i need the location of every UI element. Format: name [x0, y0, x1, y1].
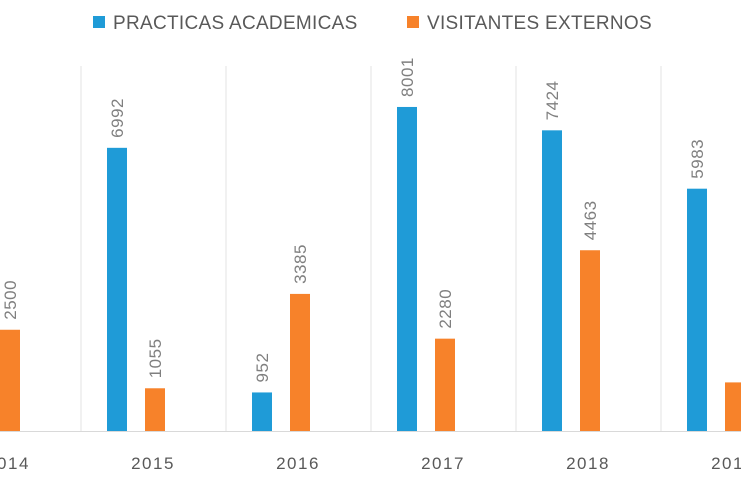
legend-swatch-visitantes: [407, 16, 419, 28]
x-tick-label: 2014: [0, 454, 30, 473]
legend-label-visitantes: VISITANTES EXTERNOS: [427, 13, 652, 34]
bars: [0, 106, 741, 431]
data-labels: 2500 6992 1055 952 3385 8001 2280 7424 4463 5983: [1, 57, 707, 382]
bar-visitantes-externos: [580, 250, 600, 431]
bar-visitantes-externos: [290, 293, 310, 431]
data-label: 2280: [436, 289, 455, 329]
data-label: 952: [253, 353, 272, 383]
bar-visitantes-externos: [145, 388, 165, 431]
bar-practicas-academicas: [687, 188, 707, 431]
x-tick-label: 2016: [276, 454, 320, 473]
data-label: 5983: [688, 139, 707, 179]
bar-visitantes-externos: [435, 338, 455, 431]
data-label: 4463: [581, 200, 600, 240]
x-tick-label: 2019: [711, 454, 741, 473]
legend: PRACTICAS ACADEMICAS VISITANTES EXTERNOS: [93, 13, 652, 34]
bar-practicas-academicas: [542, 130, 562, 431]
data-label: 1055: [146, 338, 165, 378]
bar-practicas-academicas: [397, 106, 417, 431]
data-label: 6992: [108, 98, 127, 138]
data-label: 2500: [1, 280, 20, 320]
data-label: 7424: [543, 80, 562, 120]
data-label: 8001: [398, 57, 417, 97]
legend-label-practicas: PRACTICAS ACADEMICAS: [113, 13, 358, 34]
x-axis-ticks: 2014 2015 2016 2017 2018 2019: [0, 454, 741, 473]
data-label: 3385: [291, 244, 310, 284]
grid: [80, 66, 662, 431]
x-tick-label: 2015: [131, 454, 175, 473]
legend-swatch-practicas: [93, 16, 105, 28]
bar-visitantes-externos: [725, 382, 741, 431]
x-tick-label: 2017: [421, 454, 465, 473]
x-tick-label: 2018: [566, 454, 610, 473]
bar-practicas-academicas: [252, 392, 272, 431]
bar-practicas-academicas: [107, 147, 127, 431]
bar-visitantes-externos: [0, 329, 20, 431]
